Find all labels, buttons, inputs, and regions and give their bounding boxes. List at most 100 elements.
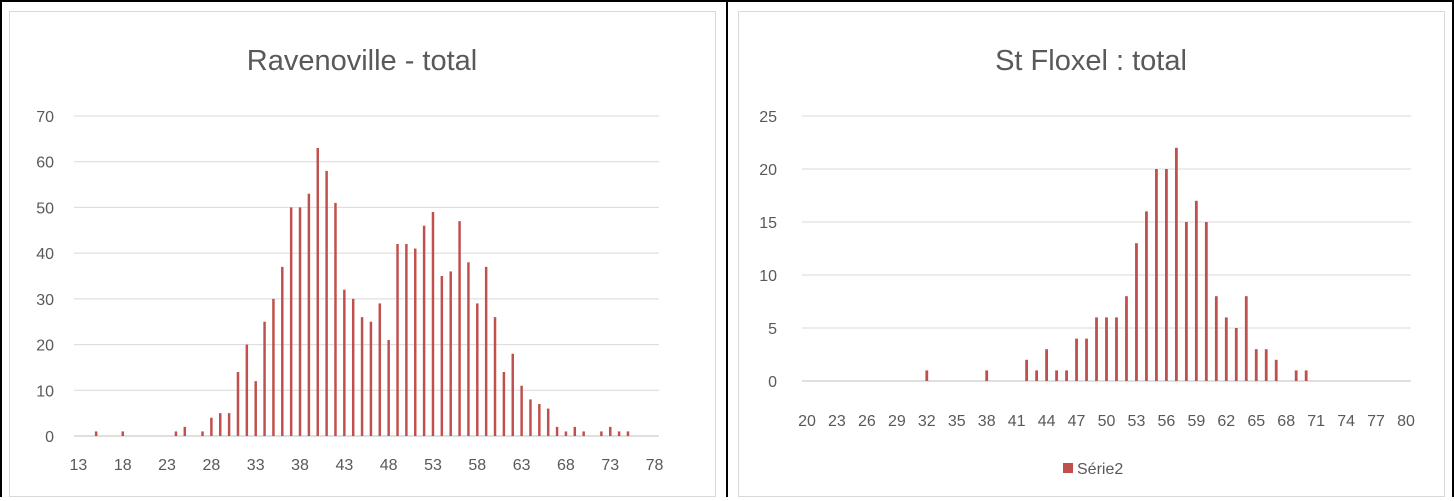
x-tick-label: 56 bbox=[1158, 413, 1176, 430]
bar bbox=[405, 244, 408, 436]
bar bbox=[1254, 349, 1258, 381]
bar bbox=[564, 431, 568, 436]
st-floxel-chart: St Floxel : total 0 5 10 15 20 25 20 23 26 29 32 3… bbox=[759, 45, 1415, 478]
table-border-left bbox=[0, 0, 2, 497]
x-tick-label: 78 bbox=[646, 457, 664, 474]
bar bbox=[511, 353, 514, 436]
bar bbox=[925, 370, 929, 381]
legend-swatch bbox=[1063, 463, 1073, 473]
x-tick-label: 71 bbox=[1307, 413, 1325, 430]
bar bbox=[1095, 317, 1098, 381]
bar bbox=[414, 248, 417, 436]
bar bbox=[1204, 222, 1208, 381]
y-tick-label: 15 bbox=[759, 215, 777, 232]
bar bbox=[422, 225, 426, 436]
bar bbox=[1055, 370, 1058, 381]
y-tick-label: 40 bbox=[36, 246, 54, 263]
bar bbox=[1264, 349, 1268, 381]
x-tick-label: 47 bbox=[1068, 413, 1086, 430]
x-tick-label: 59 bbox=[1187, 413, 1205, 430]
bar bbox=[121, 431, 124, 436]
bar bbox=[538, 404, 541, 436]
bar bbox=[219, 413, 222, 436]
bar bbox=[334, 202, 337, 436]
y-tick-label: 30 bbox=[36, 292, 54, 309]
table-border-middle bbox=[726, 0, 728, 497]
chart-panel-st-floxel: St Floxel : total 0 5 10 15 20 25 20 23 26 29 32 3… bbox=[738, 11, 1445, 497]
y-tick-label: 0 bbox=[768, 374, 777, 391]
bar bbox=[396, 244, 399, 436]
bar bbox=[263, 321, 266, 436]
x-tick-label: 50 bbox=[1098, 413, 1116, 430]
bar bbox=[1105, 317, 1108, 381]
x-tick-label: 53 bbox=[424, 457, 442, 474]
bar bbox=[1165, 169, 1168, 381]
x-tick-label: 65 bbox=[1247, 413, 1265, 430]
bar bbox=[1035, 370, 1039, 381]
chart-title: Ravenoville - total bbox=[247, 45, 478, 77]
bar bbox=[985, 370, 989, 381]
legend: Série2 bbox=[1063, 461, 1123, 478]
bar bbox=[1174, 147, 1178, 381]
bar bbox=[1244, 296, 1248, 381]
bar bbox=[1085, 338, 1088, 381]
x-tick-label: 26 bbox=[858, 413, 876, 430]
y-tick-label: 5 bbox=[768, 321, 777, 338]
x-tick-label: 33 bbox=[247, 457, 265, 474]
bar bbox=[307, 193, 311, 436]
bar bbox=[236, 372, 240, 436]
bar bbox=[502, 372, 506, 436]
x-tick-label: 53 bbox=[1128, 413, 1146, 430]
chart-title: St Floxel : total bbox=[995, 45, 1187, 77]
bar bbox=[1065, 370, 1068, 381]
chart-panel-ravenoville: Ravenoville - total 0 10 20 30 40 50 60 70 13 18… bbox=[9, 11, 716, 497]
bar bbox=[210, 417, 213, 436]
bar bbox=[369, 321, 373, 436]
bar bbox=[183, 426, 187, 436]
x-tick-label: 28 bbox=[202, 457, 220, 474]
x-tick-label: 32 bbox=[918, 413, 936, 430]
bar bbox=[360, 317, 364, 436]
x-tick-label: 13 bbox=[70, 457, 88, 474]
x-tick-label: 77 bbox=[1367, 413, 1385, 430]
bar bbox=[174, 431, 178, 436]
bar bbox=[484, 266, 488, 436]
bar bbox=[343, 289, 346, 436]
y-tick-label: 20 bbox=[36, 338, 54, 355]
y-tick-label: 70 bbox=[36, 109, 54, 126]
bar bbox=[1125, 296, 1128, 381]
bar bbox=[529, 399, 532, 436]
x-tick-label: 63 bbox=[513, 457, 531, 474]
bar bbox=[609, 426, 612, 436]
bar bbox=[1224, 317, 1228, 381]
ravenoville-chart: Ravenoville - total 0 10 20 30 40 50 60 70 13 18… bbox=[36, 45, 664, 474]
bar bbox=[1184, 222, 1188, 381]
x-tick-label: 38 bbox=[291, 457, 309, 474]
y-tick-label: 0 bbox=[45, 429, 54, 446]
bar bbox=[1075, 338, 1078, 381]
bar bbox=[1145, 211, 1148, 381]
bar bbox=[467, 262, 470, 436]
bar bbox=[1234, 328, 1238, 381]
bar bbox=[201, 431, 204, 436]
x-tick-label: 58 bbox=[468, 457, 486, 474]
bar bbox=[440, 276, 444, 436]
y-tick-label: 10 bbox=[759, 268, 777, 285]
y-tick-label: 10 bbox=[36, 383, 54, 400]
bar bbox=[476, 303, 479, 436]
x-tick-label: 41 bbox=[1008, 413, 1026, 430]
bar bbox=[1214, 296, 1218, 381]
bar bbox=[449, 271, 452, 436]
bar bbox=[431, 212, 435, 436]
bar bbox=[520, 385, 523, 436]
bar bbox=[245, 344, 249, 436]
x-tick-label: 44 bbox=[1038, 413, 1056, 430]
bar bbox=[378, 303, 382, 436]
x-tick-label: 48 bbox=[380, 457, 398, 474]
bar bbox=[289, 207, 293, 436]
bar bbox=[351, 298, 355, 436]
bar bbox=[626, 431, 630, 436]
bar bbox=[1194, 200, 1198, 381]
x-tick-label: 43 bbox=[335, 457, 353, 474]
